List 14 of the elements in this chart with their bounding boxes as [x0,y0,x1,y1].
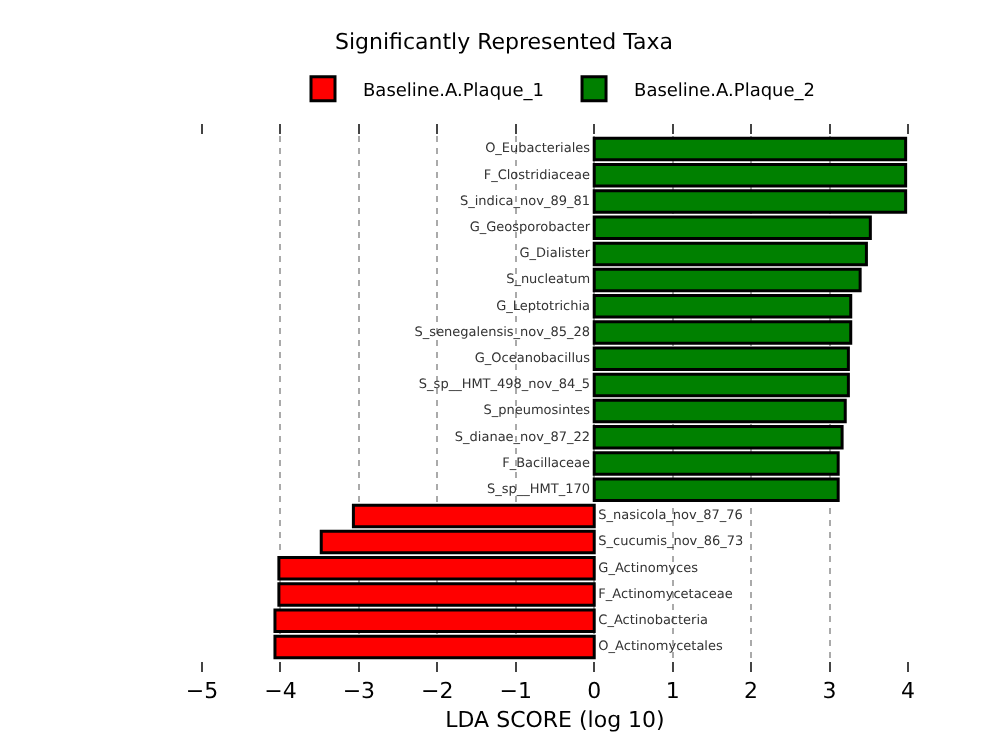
x-tick-label: −2 [421,678,454,705]
x-tick-label: −3 [342,678,376,705]
x-axis-title: LDA SCORE (log 10) [445,706,665,733]
x-tick-label: 1 [665,678,680,705]
x-tick-label: 2 [744,678,759,705]
chart-title: Significantly Represented Taxa [335,29,673,56]
x-tick-label: 0 [587,678,602,705]
x-tick-label: −1 [499,678,532,705]
x-tick-label: −5 [185,678,219,705]
x-tick-label: 3 [822,678,837,705]
legend-label: Baseline.A.Plaque_2 [634,81,816,102]
x-tick-label: −4 [264,678,297,705]
legend-label: Baseline.A.Plaque_1 [363,81,545,102]
x-tick-label: 4 [901,678,915,705]
